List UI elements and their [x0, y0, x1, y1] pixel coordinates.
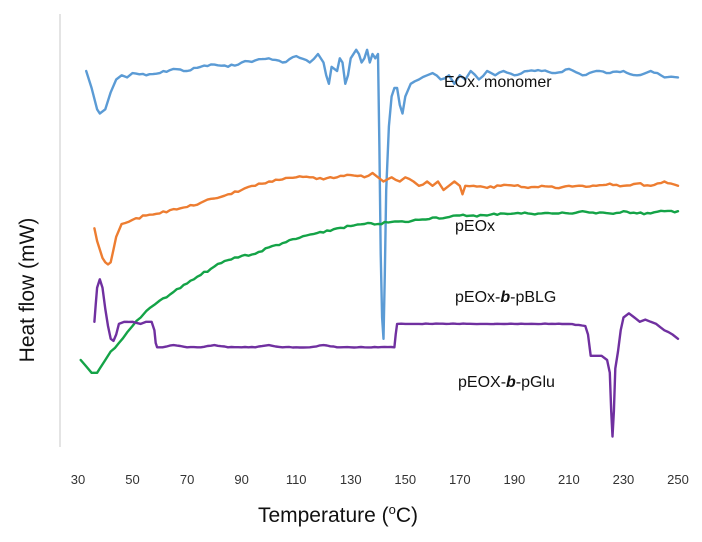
x-tick-label-170: 170 [449, 472, 471, 487]
x-tick-label-30: 30 [71, 472, 85, 487]
x-tick-label-250: 250 [667, 472, 689, 487]
x-tick-label-130: 130 [340, 472, 362, 487]
series-lines [79, 48, 680, 438]
x-axis-title: Temperature (oC) [258, 502, 418, 527]
series-line-3 [93, 278, 680, 438]
x-tick-label-70: 70 [180, 472, 194, 487]
x-tick-label-190: 190 [504, 472, 526, 487]
series-line-1 [93, 171, 680, 266]
series-label-1: pEOx [455, 218, 495, 235]
x-tick-label-90: 90 [234, 472, 248, 487]
x-tick-label-210: 210 [558, 472, 580, 487]
x-tick-label-230: 230 [613, 472, 635, 487]
series-label-3: pEOX-b-pGlu [458, 374, 555, 391]
y-axis-title: Heat flow (mW) [16, 218, 39, 363]
x-tick-label-50: 50 [125, 472, 139, 487]
series-line-2 [79, 209, 680, 374]
series-labels: EOx. monomer pEOx pEOx-b-pBLG pEOX-b-pGlu [444, 74, 556, 391]
series-label-0: EOx. monomer [444, 74, 552, 91]
x-tick-label-110: 110 [286, 472, 307, 487]
x-tick-labels: 30 50 70 90 110 130 150 170 190 210 230 250 [71, 472, 689, 487]
x-tick-label-150: 150 [394, 472, 416, 487]
series-line-0 [85, 48, 680, 340]
series-label-2: pEOx-b-pBLG [455, 289, 556, 306]
